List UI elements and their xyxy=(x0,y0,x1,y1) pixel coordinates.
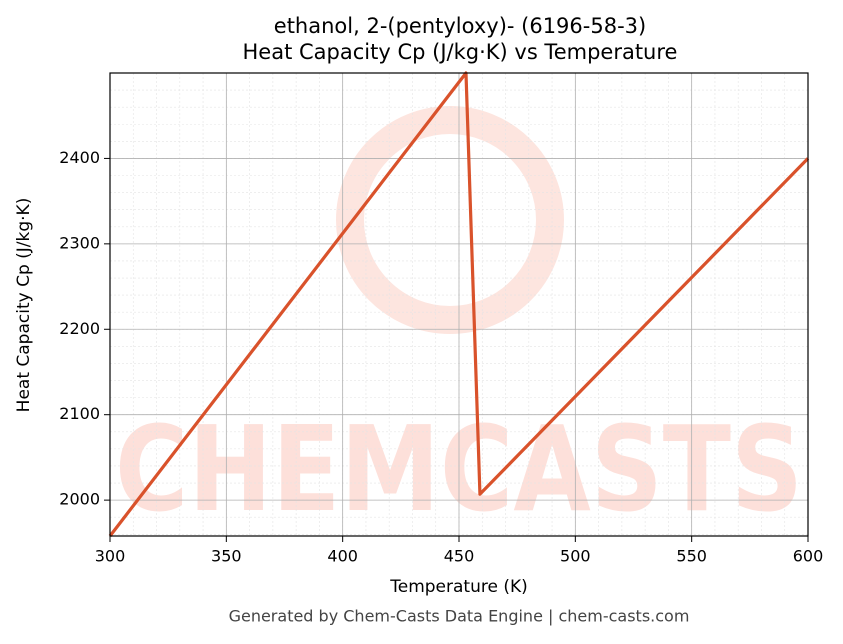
watermark-logo xyxy=(336,106,564,334)
plot-frame xyxy=(109,72,809,537)
footer: Generated by Chem-Casts Data Engine | ch… xyxy=(229,607,690,626)
x-tick-label: 350 xyxy=(211,547,242,566)
y-tick-label: 2000 xyxy=(59,490,100,509)
y-tick-label: 2400 xyxy=(59,148,100,167)
y-tick-label: 2200 xyxy=(59,319,100,338)
y-tick-label: 2300 xyxy=(59,233,100,252)
x-tick-label: 500 xyxy=(560,547,591,566)
x-axis-label: Temperature (K) xyxy=(389,577,528,597)
chart-title: ethanol, 2-(pentyloxy)- (6196-58-3) xyxy=(274,14,646,38)
x-tick-label: 300 xyxy=(95,547,126,566)
x-tick-label: 550 xyxy=(676,547,707,566)
y-axis-label: Heat Capacity Cp (J/kg·K) xyxy=(14,198,34,413)
x-tick-label: 600 xyxy=(793,547,824,566)
y-tick-label: 2100 xyxy=(59,404,100,423)
line xyxy=(108,71,810,537)
x-tick-label: 400 xyxy=(327,547,358,566)
x-tick-label: 450 xyxy=(444,547,475,566)
chart-subtitle: Heat Capacity Cp (J/kg·K) vs Temperature xyxy=(243,40,678,64)
